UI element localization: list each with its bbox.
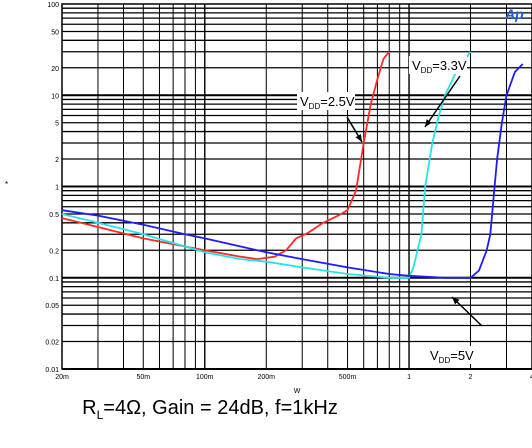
y-tick-label: 1 <box>55 185 59 192</box>
caption-r-sub: L <box>96 408 104 422</box>
y-tick-label: 0.2 <box>49 248 59 255</box>
caption-rest: =4Ω, Gain = 24dB, f=1kHz <box>103 397 338 419</box>
y-tick-label: 5 <box>55 121 59 128</box>
y-tick-label: 0.1 <box>49 276 59 283</box>
series-label-2: VDD=3.3V <box>412 58 467 75</box>
y-tick-label: 0.01 <box>45 367 59 374</box>
series-label-bg-1 <box>297 92 355 110</box>
series-label-3: VDD=5V <box>430 348 474 365</box>
x-axis-label: W <box>294 388 301 395</box>
series-label-bg-2 <box>409 56 467 74</box>
series-arrowhead-3 <box>452 297 460 305</box>
caption-r: R <box>82 397 97 419</box>
y-tick-label: 0.02 <box>45 340 59 347</box>
x-tick-label: 2 <box>469 374 473 381</box>
x-tick-label: 100m <box>196 374 214 381</box>
x-tick-label: 500m <box>339 374 357 381</box>
x-tick-label: 20m <box>55 374 69 381</box>
brand-logo-text: Ap <box>505 6 524 22</box>
x-tick-label: 200m <box>257 374 275 381</box>
y-tick-label: 50 <box>51 29 59 36</box>
y-axis-mark: * <box>5 180 9 189</box>
series-line-2 <box>61 51 472 279</box>
y-tick-label: 10 <box>51 93 59 100</box>
y-tick-label: 0.5 <box>49 212 59 219</box>
y-tick-label: 100 <box>47 2 59 9</box>
x-tick-label: 1 <box>407 374 411 381</box>
y-tick-label: 0.05 <box>45 303 59 310</box>
series-arrowhead-1 <box>355 134 362 142</box>
series-line-3 <box>61 63 524 279</box>
series-arrowhead-2 <box>425 119 432 127</box>
y-tick-label: 2 <box>55 157 59 164</box>
series-label-bg-3 <box>427 346 485 364</box>
series-arrow-2 <box>424 75 461 128</box>
y-tick-label: 20 <box>51 66 59 73</box>
chart-caption: RL=4Ω, Gain = 24dB, f=1kHz <box>0 397 420 422</box>
x-tick-label: 50m <box>136 374 150 381</box>
x-tick-label: 4 <box>530 374 532 381</box>
series-label-1: VDD=2.5V <box>300 94 355 111</box>
